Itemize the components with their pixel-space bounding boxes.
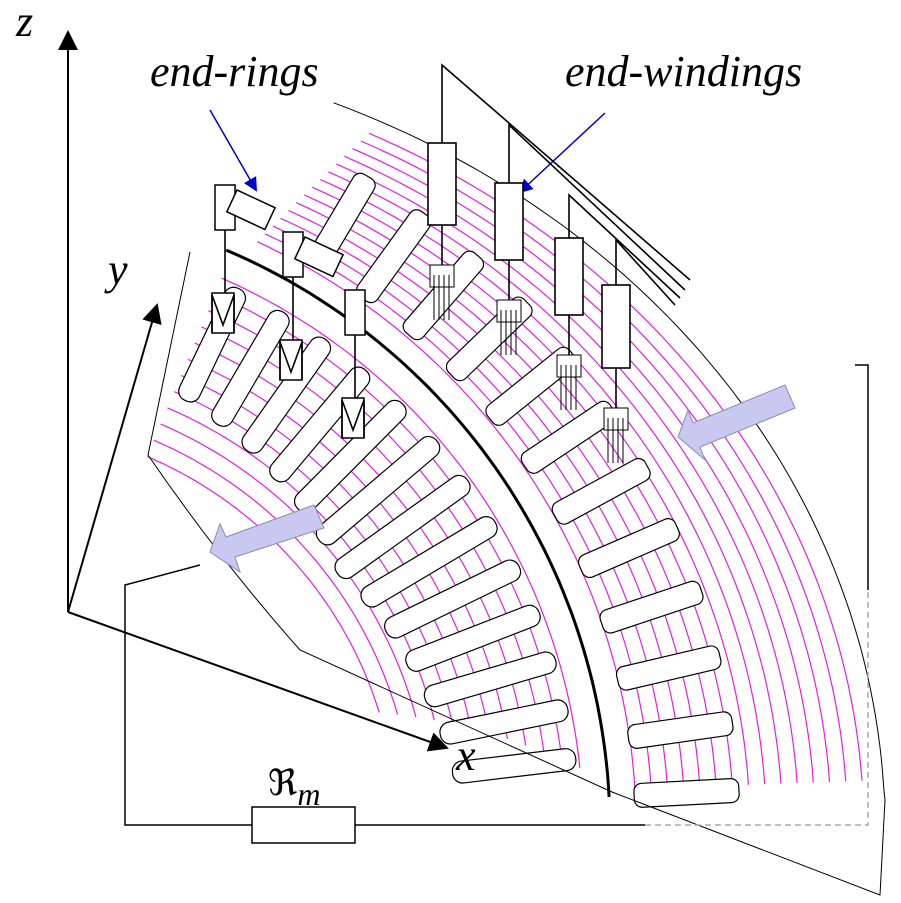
y-label: y xyxy=(104,245,128,294)
stator-slot xyxy=(443,294,535,384)
page: {"axes": {"z": "z", "y": "y", "x": "x"},… xyxy=(0,0,901,903)
winding-coil xyxy=(555,238,583,315)
x-label: x xyxy=(455,731,476,780)
winding-coil xyxy=(428,143,456,225)
end-ring-bar xyxy=(345,290,365,335)
winding-lead xyxy=(509,125,685,290)
winding-lead xyxy=(569,195,680,298)
end-rings-label: end-rings xyxy=(150,47,319,96)
reluctance-label: ℜm xyxy=(268,763,320,812)
stator-slot xyxy=(598,579,705,635)
end-windings-label: end-windings xyxy=(565,47,802,96)
rotor-contour xyxy=(147,457,379,713)
diagram: z y x end-rings end-windings ℜm xyxy=(0,0,901,903)
end-windings-pointer xyxy=(520,113,605,192)
z-label: z xyxy=(15,0,33,46)
stator-slot xyxy=(576,516,682,580)
reluctance-subscript: m xyxy=(297,776,320,812)
stator-slot xyxy=(400,248,487,343)
reluctance-symbol: ℜ xyxy=(268,763,297,804)
reluctance xyxy=(252,807,355,843)
winding-coil xyxy=(602,285,630,368)
winding-coil xyxy=(495,183,523,260)
circuit-wire xyxy=(855,365,868,590)
end-rings-pointer xyxy=(210,110,256,190)
circuit-wire xyxy=(125,565,252,825)
flux-arrow xyxy=(210,505,324,572)
stator-slot xyxy=(633,778,739,807)
y-axis xyxy=(68,305,157,612)
